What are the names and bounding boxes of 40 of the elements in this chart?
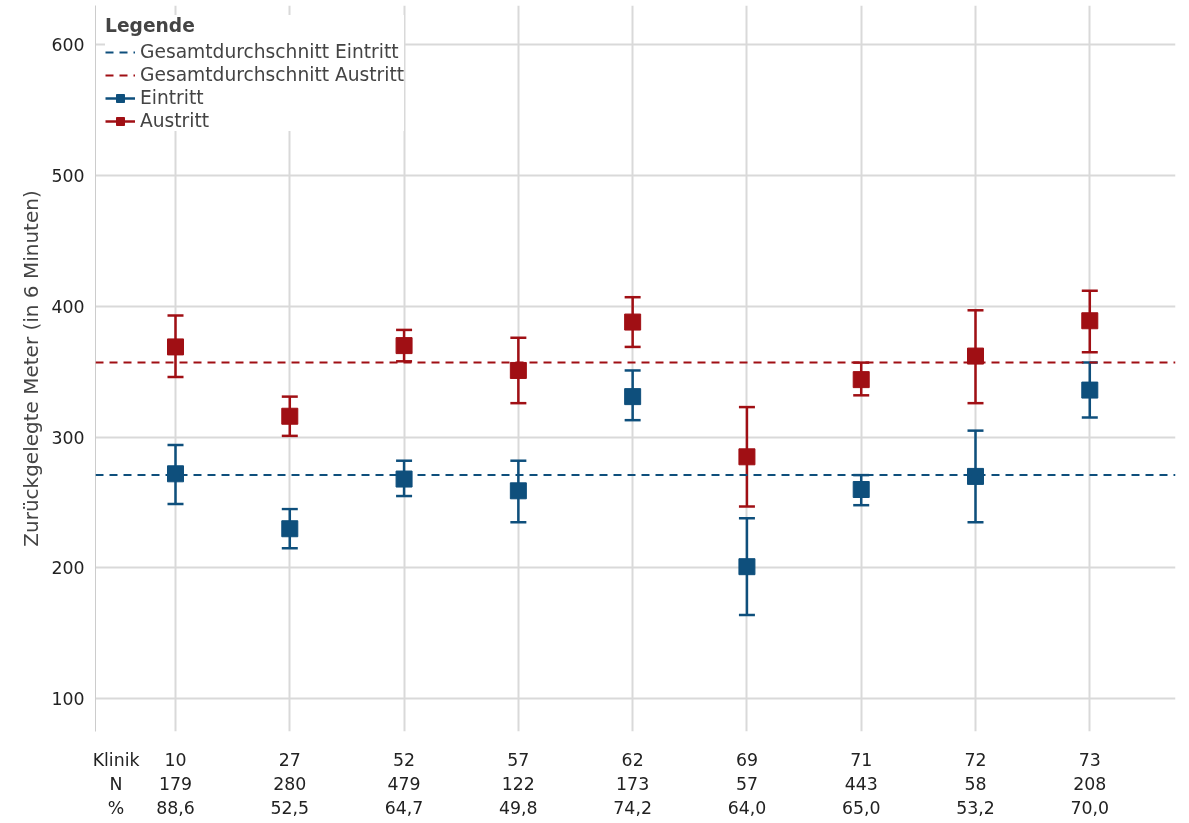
point [167,465,184,483]
point [509,361,527,379]
point [738,558,756,576]
point [1081,312,1099,330]
point [1081,381,1099,399]
point [395,337,413,355]
point [167,338,184,356]
legend-title: Legende [105,15,196,36]
x-tick-label: 52 479 64,7 [384,749,424,818]
point [852,481,870,498]
text: Klinik N % [92,749,140,818]
x-tick-label: 10 179 88,6 [156,749,195,818]
y-tick-label: 600 [51,35,85,56]
y-tick-label: 100 [51,689,85,710]
legend-label: Gesamtdurchschnitt Austritt [140,64,405,85]
x-tick-label: 57 122 49,8 [499,749,538,818]
y-axis-title: Zurückgelegte Meter (in 6 Minuten) [19,190,44,547]
legend-label: Austritt [140,110,210,131]
y-tick-label: 400 [51,296,85,317]
x-tick-label: 73 208 70,0 [1070,749,1110,818]
legend-label: Gesamtdurchschnitt Eintritt [140,41,399,62]
x-tick-label: 62 173 74,2 [613,749,652,818]
point [624,313,642,331]
point [967,347,984,365]
y-tick-label: 300 [51,427,85,448]
point [624,388,642,406]
x-tick-label: 71 443 65,0 [841,749,881,818]
point [281,520,299,538]
point [509,482,527,500]
y-tick-label: 200 [51,558,85,579]
point [738,448,756,466]
point [967,467,984,485]
x-tick-label: 72 58 53,2 [956,749,995,818]
y-tick-label: 500 [51,166,85,187]
point [852,371,870,389]
point [281,407,299,425]
legend-label: Eintritt [140,87,204,108]
x-tick-label: 27 280 52,5 [270,749,310,818]
x-tick-label: 69 57 64,0 [727,749,767,818]
point [395,470,413,488]
